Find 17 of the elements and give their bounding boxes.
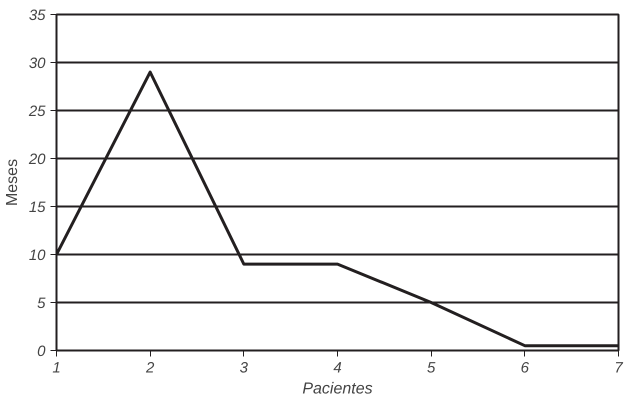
y-tick-label: 15 (28, 199, 46, 216)
y-tick-label: 35 (28, 7, 46, 24)
x-tick-label: 4 (333, 360, 342, 376)
x-tick-label: 7 (614, 360, 624, 376)
y-axis-title: Meses (4, 158, 21, 206)
x-tick-label: 1 (52, 360, 61, 376)
y-tick-label: 0 (37, 343, 46, 360)
y-tick-label: 5 (37, 295, 46, 312)
y-tick-label: 10 (28, 247, 46, 264)
y-tick-label: 30 (28, 55, 46, 72)
x-axis-title: Pacientes (302, 380, 373, 398)
y-tick-label: 20 (28, 151, 46, 168)
x-tick-label: 2 (144, 360, 155, 376)
y-tick-label: 25 (28, 103, 46, 120)
x-tick-label: 3 (240, 360, 249, 376)
x-tick-label: 5 (426, 360, 436, 376)
x-tick-label: 6 (520, 360, 530, 376)
